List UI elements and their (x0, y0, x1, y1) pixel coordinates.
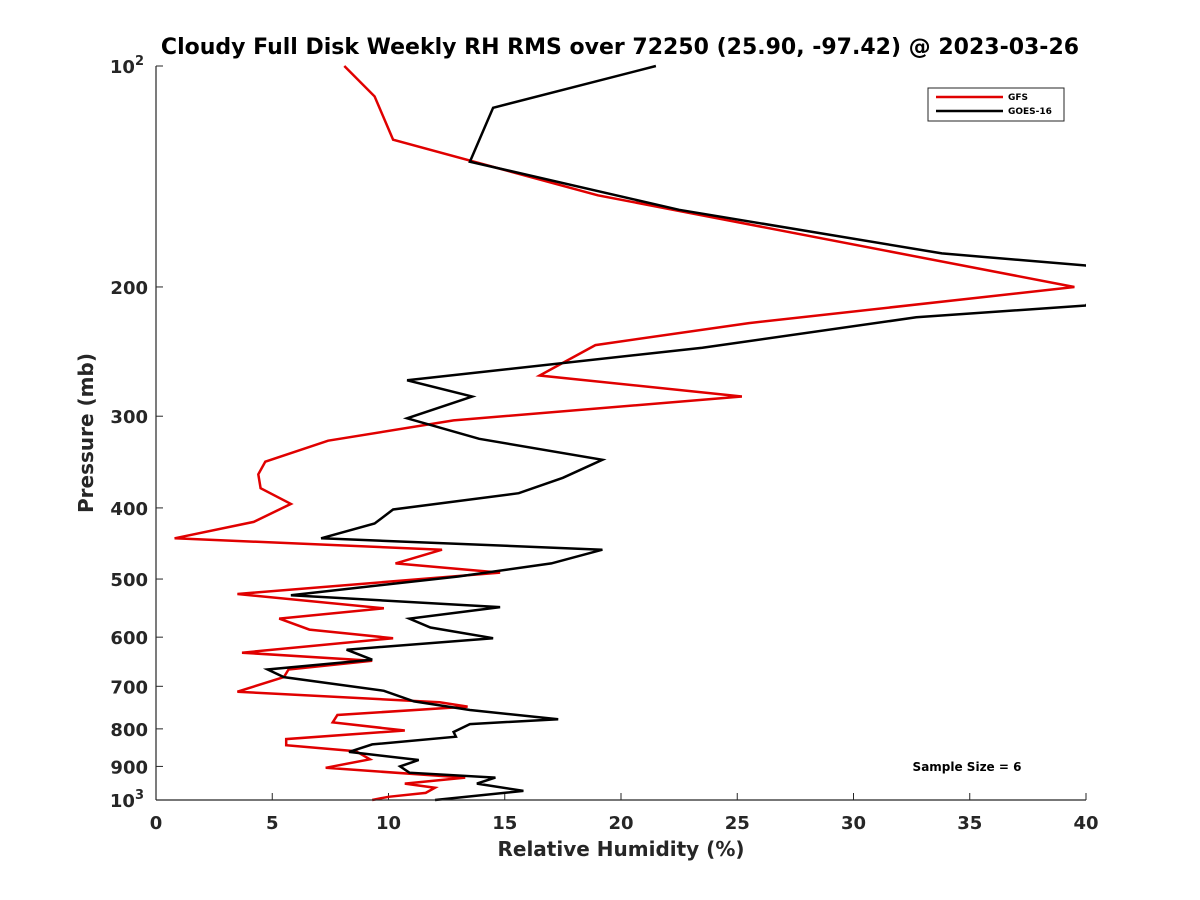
x-tick-label: 35 (957, 813, 982, 834)
legend-label-goes16: GOES-16 (1008, 107, 1052, 117)
x-tick-label: 25 (725, 813, 750, 834)
x-tick-label: 30 (841, 813, 866, 834)
y-tick-labels: 102 200 300 400 500 600 700 800 900 103 (110, 54, 148, 812)
y-tick-label: 200 (110, 278, 148, 299)
legend-box (927, 87, 1065, 122)
y-tick-label: 103 (110, 788, 144, 812)
y-axis-label: Pressure (mb) (74, 353, 98, 513)
x-tick-label: 0 (150, 813, 163, 834)
legend-label-gfs: GFS (1008, 93, 1028, 103)
y-tick-label: 800 (110, 720, 148, 741)
x-axis-label: Relative Humidity (%) (497, 837, 744, 861)
x-tick-label: 15 (492, 813, 517, 834)
axis-ticks (155, 65, 1087, 801)
y-tick-label: 600 (110, 628, 148, 649)
x-tick-label: 5 (266, 813, 279, 834)
chart-title: Cloudy Full Disk Weekly RH RMS over 7225… (161, 35, 1079, 60)
series-layer (174, 64, 1086, 802)
legend: GFS GOES-16 (927, 87, 1065, 122)
x-tick-label: 10 (376, 813, 401, 834)
y-tick-label: 300 (110, 407, 148, 428)
y-tick-label: 900 (110, 757, 148, 778)
series-line-gfs (174, 65, 1075, 802)
y-tick-label: 102 (110, 54, 144, 78)
x-tick-label: 40 (1073, 813, 1098, 834)
x-tick-labels: 0 5 10 15 20 25 30 35 40 (150, 813, 1099, 834)
sample-size-annotation: Sample Size = 6 (913, 760, 1022, 774)
y-tick-label: 500 (110, 570, 148, 591)
y-tick-label: 400 (110, 499, 148, 520)
y-tick-label: 700 (110, 677, 148, 698)
series-line-goes-16 (262, 64, 1086, 802)
x-tick-label: 20 (608, 813, 633, 834)
